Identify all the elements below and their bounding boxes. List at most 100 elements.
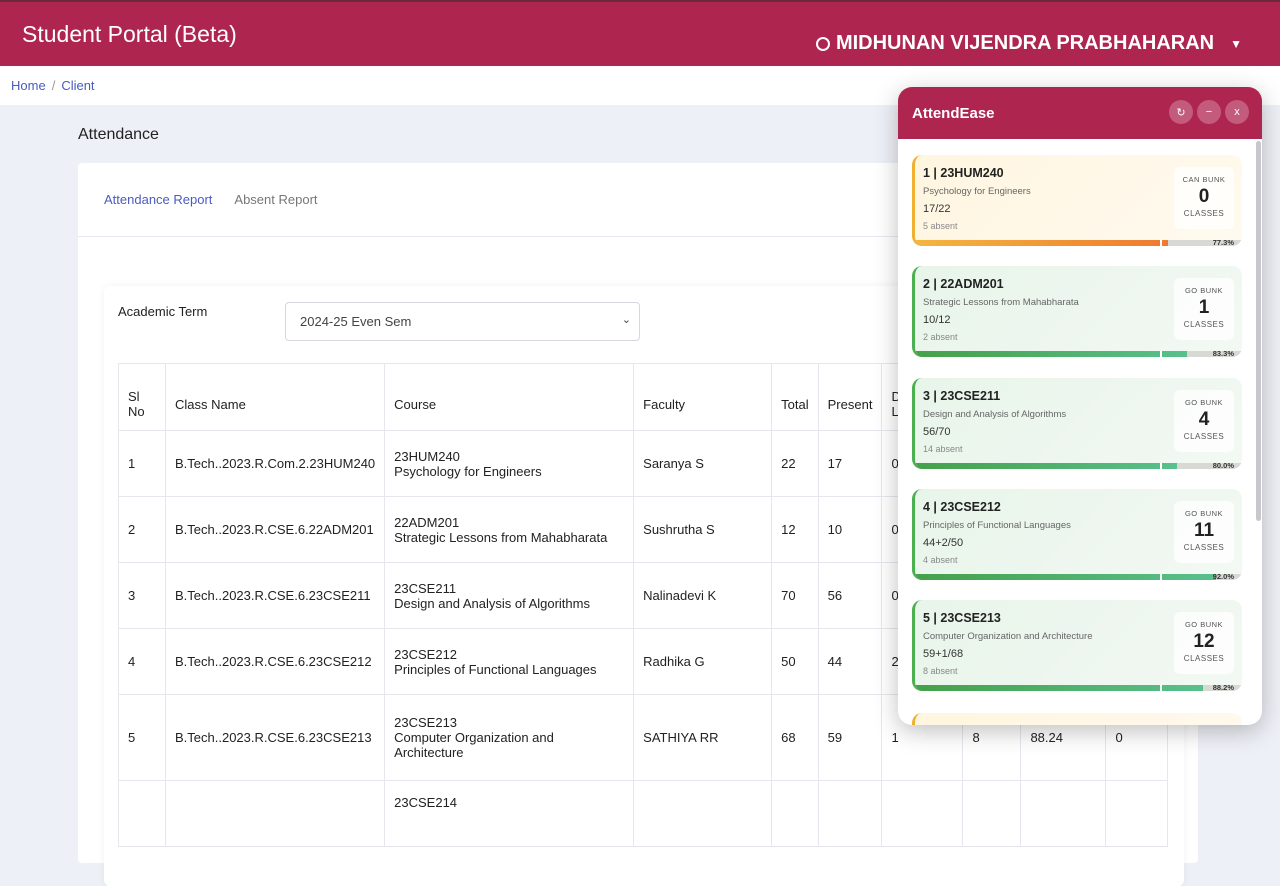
percent-label: 77.3% (1212, 238, 1234, 246)
cell-total: 12 (771, 496, 819, 563)
cell-course: 23CSE212 Principles of Functional Languag… (384, 628, 635, 695)
app-title: Student Portal (Beta) (22, 21, 237, 47)
attendance-ratio: 10/12 (923, 314, 951, 327)
widget-title: AttendEase (912, 105, 995, 122)
attendance-progress (915, 685, 1242, 692)
cell-present: 56 (817, 562, 883, 629)
attendance-ratio: 44+2/50 (923, 536, 964, 549)
cell-sl: 2 (118, 496, 166, 563)
attendance-card: 3 | 23CSE211 Design and Analysis of Algo… (912, 377, 1242, 469)
course-name: Psychology for Engineers (923, 186, 1031, 197)
absent-count: 8 absent (923, 666, 958, 677)
percent-label: 83.3% (1212, 349, 1234, 358)
cell-course: 23CSE211 Design and Analysis of Algorithm… (384, 562, 635, 629)
absent-count: 5 absent (923, 221, 958, 231)
cell-faculty: SATHIYA RR (633, 694, 773, 781)
cell-sl: 5 (118, 694, 166, 781)
table-row: 23CSE214 (118, 780, 1169, 847)
top-navbar: Student Portal (Beta) MIDHUNAN VIJENDRA … (0, 0, 1280, 66)
table-row: 3 B.Tech..2023.R.CSE.6.23CSE211 23CSE211 De… (118, 562, 1169, 629)
course-name: Strategic Lessons from Mahabharata (923, 297, 1079, 309)
attendance-card-partial (912, 713, 1242, 725)
card-title: 3 | 23CSE211 (923, 388, 1001, 403)
cell-course: 23CSE213 Computer Organization and Archit… (384, 694, 635, 781)
cell-total: 70 (771, 562, 819, 629)
absent-count: 4 absent (923, 554, 958, 565)
threshold-marker (1160, 573, 1163, 580)
breadcrumb-home[interactable]: Home (11, 78, 46, 93)
threshold-marker (1160, 462, 1163, 469)
cell-faculty: Saranya S (633, 430, 773, 497)
cell-class: B.Tech..2023.R.CSE.6.23CSE213 (164, 694, 386, 781)
card-title: 2 | 22ADM201 (923, 277, 1004, 292)
page-title: Attendance (78, 126, 159, 143)
col-total: Total (771, 363, 819, 431)
cell-present: 59 (817, 694, 883, 781)
minimize-button[interactable]: − (1197, 100, 1221, 124)
absent-count: 2 absent (923, 332, 958, 343)
col-present: Present (817, 363, 883, 431)
attendance-progress (915, 573, 1242, 580)
attendance-progress (915, 351, 1242, 358)
cell-class: B.Tech..2023.R.CSE.6.22ADM201 (164, 496, 386, 563)
refresh-button[interactable]: ↻ (1169, 100, 1193, 124)
col-sl: Sl No (118, 363, 166, 431)
caret-down-icon: ▼ (1230, 36, 1242, 51)
divider (78, 236, 1198, 237)
table-row: 5 B.Tech..2023.R.CSE.6.23CSE213 23CSE213 Co… (118, 694, 1169, 781)
cell-course: 23CSE214 (384, 780, 635, 847)
col-faculty: Faculty (633, 363, 773, 431)
cell-class: B.Tech..2023.R.Com.2.23HUM240 (164, 430, 386, 497)
bunk-badge: GO BUNK 4 CLASSES (1174, 389, 1234, 452)
academic-term-select[interactable]: 2024-25 Even Sem ⌄ (285, 302, 640, 341)
cell-sl: 1 (118, 430, 166, 497)
cell-total: 68 (771, 694, 819, 781)
cell-present: 44 (817, 628, 883, 695)
scrollbar[interactable] (1256, 141, 1261, 521)
course-name: Principles of Functional Languages (923, 519, 1071, 531)
academic-term-label: Academic Term (118, 304, 208, 319)
cell-class: B.Tech..2023.R.CSE.6.23CSE212 (164, 628, 386, 695)
progress-fill (915, 351, 1188, 358)
attendance-ratio: 59+1/68 (923, 648, 964, 661)
course-name: Computer Organization and Architecture (923, 631, 1093, 643)
user-menu[interactable]: MIDHUNAN VIJENDRA PRABHAHARAN ▼ (815, 32, 1242, 55)
col-course: Course (384, 363, 635, 431)
attendance-progress (915, 240, 1242, 246)
bunk-badge: GO BUNK 11 CLASSES (1174, 500, 1234, 563)
cell-faculty: Sushrutha S (633, 496, 773, 563)
course-name: Design and Analysis of Algorithms (923, 408, 1067, 420)
attendance-card: 2 | 22ADM201 Strategic Lessons from Maha… (912, 266, 1242, 358)
progress-fill (915, 573, 1216, 580)
percent-label: 88.2% (1212, 683, 1234, 692)
cell-present: 10 (817, 496, 883, 563)
bunk-badge: CAN BUNK 0 CLASSES (1174, 167, 1234, 229)
card-title: 5 | 23CSE213 (923, 611, 1001, 626)
threshold-marker (1160, 240, 1163, 246)
breadcrumb: Home / Client (0, 66, 1280, 105)
threshold-marker (1160, 685, 1163, 692)
cell-faculty: Radhika G (633, 628, 773, 695)
attendance-card: 4 | 23CSE212 Principles of Functional La… (912, 488, 1242, 580)
cell-present: 17 (817, 430, 883, 497)
cell-total: 50 (771, 628, 819, 695)
cell-course: 23HUM240 Psychology for Engineers (384, 430, 635, 497)
attendance-progress (915, 462, 1242, 469)
cell-sl: 3 (118, 562, 166, 629)
user-name: MIDHUNAN VIJENDRA PRABHAHARAN (835, 32, 1215, 54)
close-button[interactable]: x (1225, 100, 1249, 124)
user-icon (815, 36, 830, 51)
card-title: 4 | 23CSE212 (923, 499, 1001, 514)
bunk-badge: GO BUNK 1 CLASSES (1174, 278, 1234, 341)
threshold-marker (1160, 351, 1163, 358)
tab-absent-report[interactable]: Absent Report (234, 192, 318, 207)
attendance-card: 1 | 23HUM240 Psychology for Engineers 17… (912, 155, 1242, 246)
tab-attendance-report[interactable]: Attendance Report (104, 163, 213, 237)
progress-fill (915, 462, 1177, 469)
percent-label: 80.0% (1212, 460, 1234, 469)
attendance-ratio: 56/70 (923, 425, 951, 438)
cell-faculty: Nalinadevi K (633, 562, 773, 629)
widget-header: AttendEase ↻ − x (898, 87, 1262, 139)
breadcrumb-client[interactable]: Client (61, 78, 95, 93)
progress-fill (915, 240, 1168, 246)
